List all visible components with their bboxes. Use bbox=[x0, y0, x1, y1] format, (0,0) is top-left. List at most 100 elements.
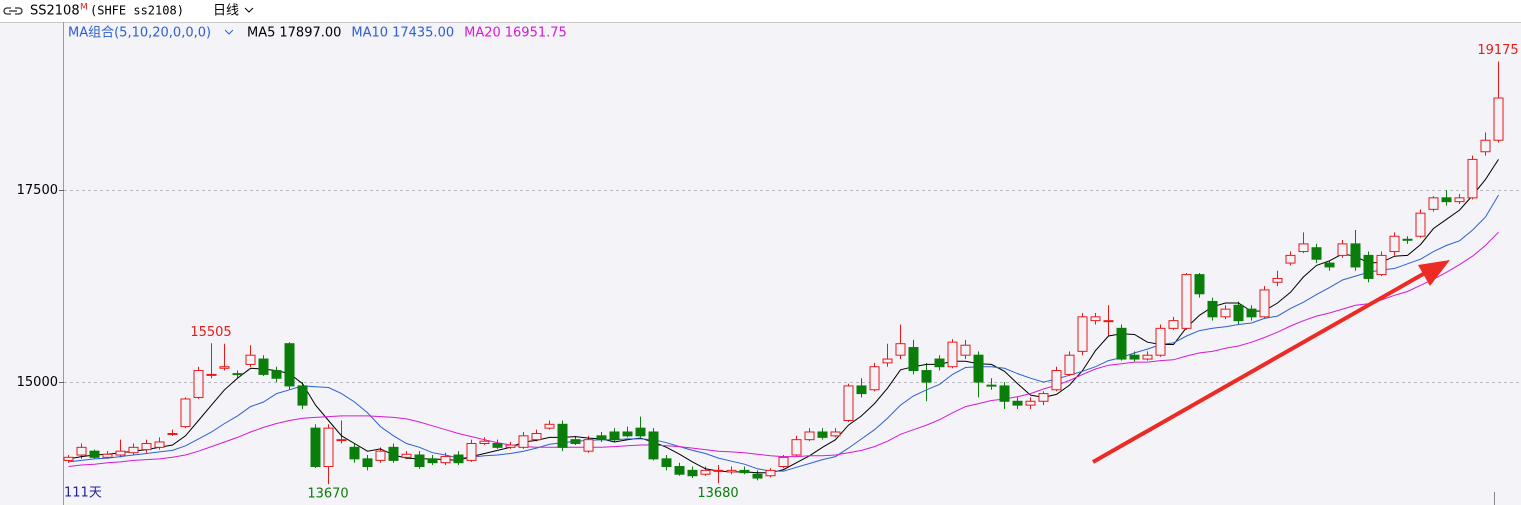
candle-body-down bbox=[297, 385, 308, 406]
candle-body-up bbox=[1467, 158, 1478, 199]
candle-body-up bbox=[115, 450, 126, 456]
count-label: 111天 bbox=[64, 486, 102, 501]
candle-body-down bbox=[258, 358, 269, 375]
candle-body-up bbox=[713, 469, 724, 472]
candle-body-up bbox=[1493, 97, 1504, 141]
candle-body-up bbox=[193, 370, 204, 398]
candle-body-down bbox=[1233, 304, 1244, 322]
candle-body-up bbox=[1155, 327, 1166, 356]
candle-body-up bbox=[219, 366, 230, 369]
candle-body-down bbox=[921, 370, 932, 383]
candle-body-up bbox=[778, 456, 789, 468]
candle-body-up bbox=[895, 343, 906, 356]
candle-body-down bbox=[349, 446, 360, 460]
candle-body-down bbox=[1246, 308, 1257, 318]
candle-body-up bbox=[1181, 274, 1192, 329]
candle-body-up bbox=[1025, 400, 1036, 406]
ma-legend-name: MA20 bbox=[464, 26, 501, 41]
candle-body-up bbox=[401, 453, 412, 458]
candle-body-down bbox=[674, 466, 685, 475]
candle-body-up bbox=[830, 431, 841, 437]
exchange[interactable]: (SHFE ss2108) bbox=[90, 4, 184, 18]
candle-body-up bbox=[1259, 289, 1270, 318]
candle-body-up bbox=[102, 453, 113, 458]
candle-body-down bbox=[1129, 354, 1140, 360]
candle-body-down bbox=[271, 370, 282, 379]
candle-body-up bbox=[947, 341, 958, 368]
candle-body-down bbox=[856, 385, 867, 395]
y-tick-label: 17500 bbox=[17, 183, 58, 198]
candle-body-down bbox=[1324, 262, 1335, 268]
candle-body-down bbox=[661, 458, 672, 468]
ma-dropdown[interactable] bbox=[224, 29, 234, 35]
candle-body-down bbox=[635, 427, 646, 437]
candle-body-down bbox=[1402, 238, 1413, 241]
period-selector[interactable]: 日线 bbox=[213, 4, 239, 19]
candle-body-up bbox=[765, 469, 776, 477]
candle-body-up bbox=[1103, 320, 1114, 323]
ma-legend-name: MA5 bbox=[247, 26, 275, 41]
candle-body-down bbox=[414, 454, 425, 468]
candle-body-up bbox=[1051, 370, 1062, 391]
candle-body-down bbox=[492, 442, 503, 448]
ma-line bbox=[68, 231, 1499, 467]
candle-body-up bbox=[1272, 277, 1283, 283]
candle-body-down bbox=[999, 385, 1010, 402]
ma-title[interactable]: MA组合(5,10,20,0,0,0) bbox=[68, 26, 211, 41]
candle-body-up bbox=[206, 373, 217, 376]
candle-body-up bbox=[128, 446, 139, 454]
candle-body-up bbox=[479, 440, 490, 444]
candle-body-up bbox=[700, 469, 711, 475]
candle-body-up bbox=[726, 469, 737, 473]
candle-body-up bbox=[869, 366, 880, 391]
link-icon[interactable] bbox=[3, 7, 23, 15]
candle-body-down bbox=[1194, 274, 1205, 295]
ma-legend-value: 17435.00 bbox=[392, 26, 454, 41]
candle-body-up bbox=[1389, 235, 1400, 253]
candle-body-up bbox=[505, 444, 516, 448]
candle-body-up bbox=[336, 439, 347, 442]
symbol: SS2108 bbox=[30, 4, 80, 19]
candle-body-down bbox=[232, 373, 243, 376]
candle-body-down bbox=[986, 384, 997, 387]
candle-body-up bbox=[1298, 243, 1309, 253]
candle-body-down bbox=[557, 423, 568, 448]
candle-body-down bbox=[739, 469, 750, 474]
candle-body-up bbox=[141, 442, 152, 451]
candle-body-down bbox=[648, 431, 659, 460]
candle-body-down bbox=[310, 427, 321, 468]
candle-body-up bbox=[1142, 354, 1153, 360]
candle-body-down bbox=[817, 431, 828, 438]
candle-body-up bbox=[960, 344, 971, 356]
candle-body-down bbox=[1311, 247, 1322, 260]
candle-body-up bbox=[1428, 197, 1439, 210]
candle-body-up bbox=[76, 446, 87, 456]
candle-body-down bbox=[908, 347, 919, 372]
candle-body-up bbox=[791, 439, 802, 456]
candle-body-up bbox=[1038, 393, 1049, 402]
candle-body-down bbox=[687, 469, 698, 477]
candle-body-up bbox=[1168, 320, 1179, 329]
candle-body-up bbox=[1220, 308, 1231, 318]
candle-body-down bbox=[284, 343, 295, 387]
ma-legend-value: 17897.00 bbox=[279, 26, 341, 41]
candle-body-up bbox=[1480, 139, 1491, 153]
candle-body-up bbox=[518, 435, 529, 448]
candle-body-down bbox=[1363, 254, 1374, 279]
candle-body-up bbox=[1337, 243, 1348, 256]
extreme-label: 13680 bbox=[697, 486, 738, 501]
candle-body-up bbox=[804, 431, 815, 441]
candle-body-down bbox=[89, 450, 100, 458]
candle-body-down bbox=[1012, 400, 1023, 406]
candle-body-down bbox=[1350, 243, 1361, 268]
candle-body-down bbox=[1207, 300, 1218, 318]
candle-body-up bbox=[531, 433, 542, 441]
candle-body-up bbox=[180, 398, 191, 428]
period-dropdown[interactable] bbox=[244, 7, 254, 13]
candle-body-up bbox=[154, 441, 165, 448]
ma-legend-name: MA10 bbox=[351, 26, 388, 41]
candle-body-up bbox=[63, 456, 74, 461]
toolbar bbox=[0, 0, 1521, 22]
